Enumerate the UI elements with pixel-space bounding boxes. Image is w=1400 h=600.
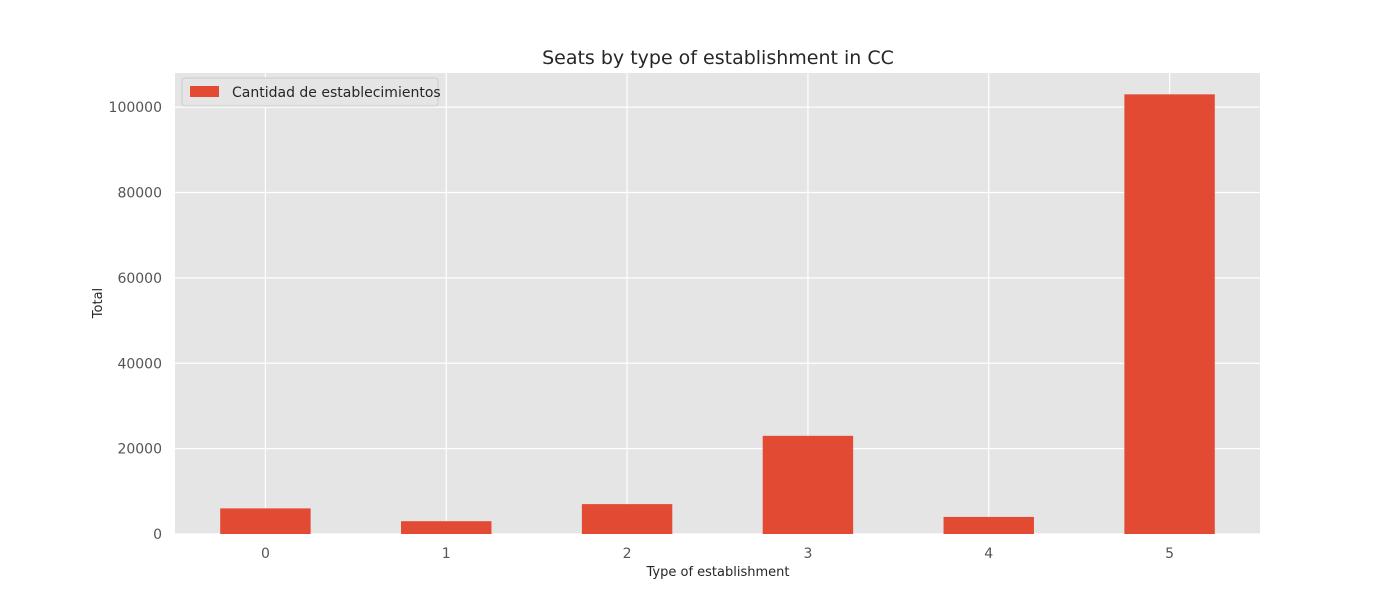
legend-box <box>181 77 439 107</box>
legend-label: Cantidad de establecimientos <box>232 85 441 101</box>
y-tick-label: 0 <box>153 527 162 543</box>
y-axis-label: Total <box>91 288 106 319</box>
x-tick-label: 3 <box>803 546 812 562</box>
x-tick-label: 1 <box>442 546 451 562</box>
bar <box>943 516 1034 534</box>
chart-title: Seats by type of establishment in CC <box>542 47 894 69</box>
y-tick-label: 80000 <box>117 186 162 202</box>
x-tick-label: 2 <box>623 546 632 562</box>
bar <box>581 504 673 534</box>
bars <box>220 94 1215 534</box>
y-tick-label: 60000 <box>117 271 162 287</box>
y-tick-label: 40000 <box>117 356 162 372</box>
x-tick-label: 4 <box>984 546 993 562</box>
bar <box>1124 94 1215 534</box>
x-tick-label: 0 <box>261 546 270 562</box>
legend: Cantidad de establecimientos <box>181 77 441 107</box>
y-tick-label: 20000 <box>117 442 162 458</box>
legend-swatch <box>190 86 219 97</box>
x-tick-label: 5 <box>1165 546 1174 562</box>
x-tick-labels: 0 1 2 3 4 5 <box>261 546 1174 562</box>
plot-area <box>175 73 1260 534</box>
bar <box>762 435 854 534</box>
x-axis-label: Type of establishment <box>646 565 790 580</box>
y-tick-labels: 0 20000 40000 60000 80000 100000 <box>109 100 162 543</box>
y-tick-label: 100000 <box>109 100 162 116</box>
bar <box>220 508 311 534</box>
bar <box>401 521 492 534</box>
